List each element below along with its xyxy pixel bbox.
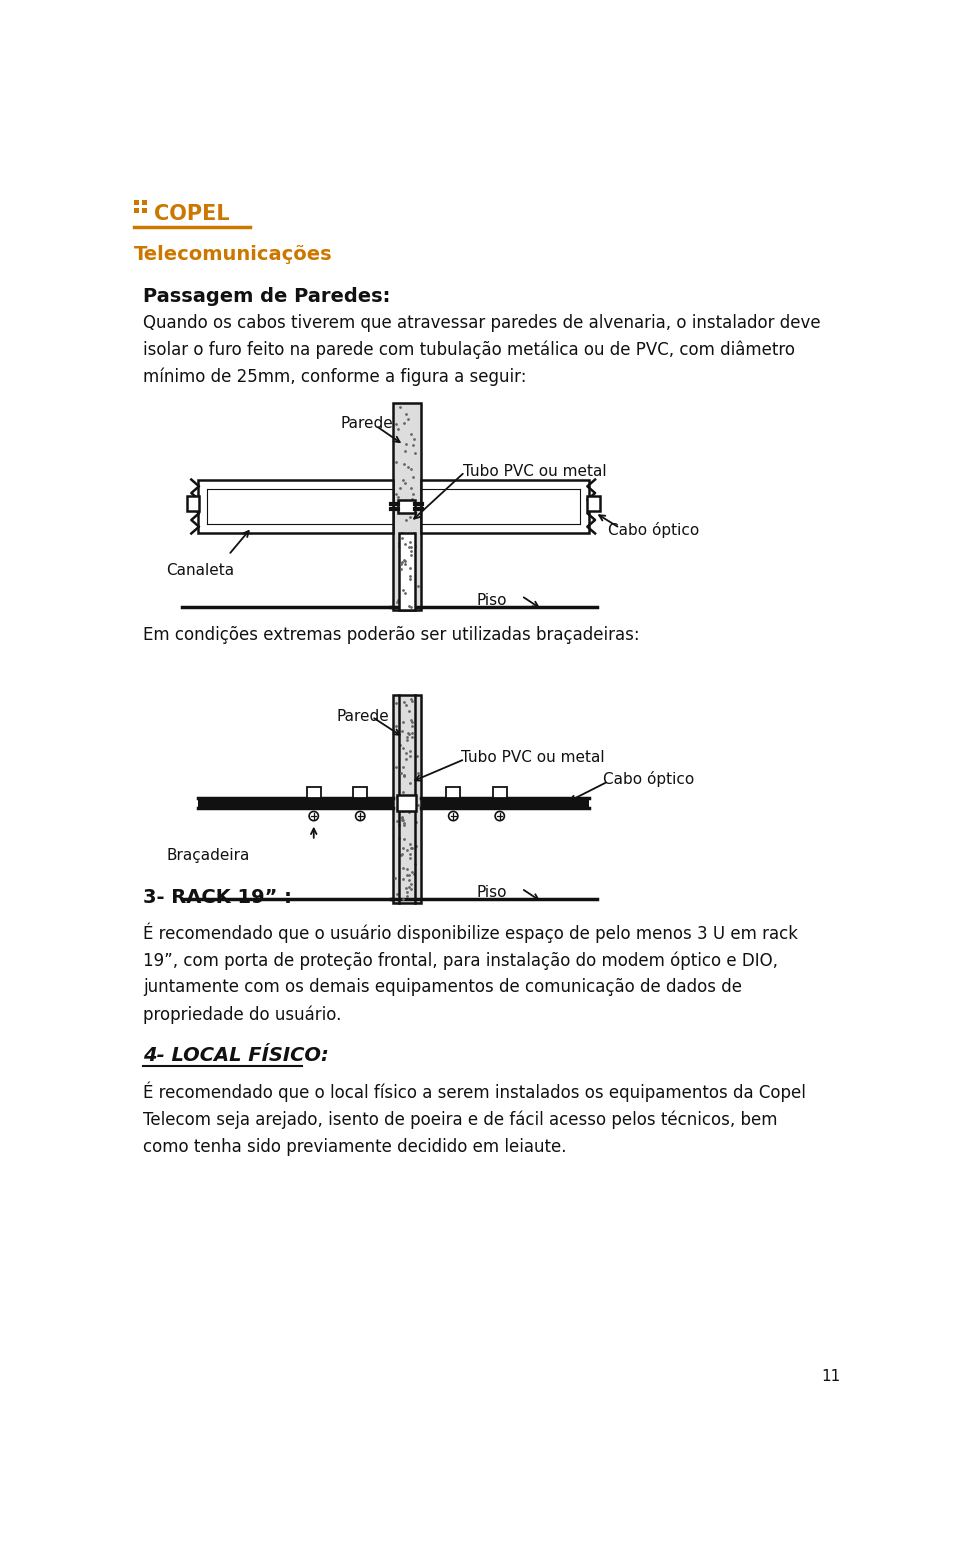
- Text: Piso: Piso: [476, 592, 507, 608]
- Bar: [307, 787, 321, 798]
- Text: 4- LOCAL FÍSICO:: 4- LOCAL FÍSICO:: [143, 1045, 329, 1064]
- Bar: [393, 695, 420, 904]
- Text: Passagem de Paredes:: Passagem de Paredes:: [143, 287, 391, 305]
- Bar: [134, 199, 139, 206]
- Text: É recomendado que o local físico a serem instalados os equipamentos da Copel
Tel: É recomendado que o local físico a serem…: [143, 1081, 806, 1156]
- Text: Cabo óptico: Cabo óptico: [603, 771, 694, 787]
- Bar: [198, 798, 393, 809]
- Bar: [186, 495, 199, 511]
- Text: É recomendado que o usuário disponibilize espaço de pelo menos 3 U em rack
19”, : É recomendado que o usuário disponibiliz…: [143, 922, 799, 1024]
- Text: Telecomunicações: Telecomunicações: [134, 245, 332, 263]
- Bar: [397, 795, 416, 810]
- Bar: [399, 533, 415, 611]
- Text: Parede: Parede: [341, 416, 394, 432]
- Text: Piso: Piso: [476, 885, 507, 901]
- Bar: [446, 787, 460, 798]
- Text: Canaleta: Canaleta: [166, 562, 234, 578]
- Circle shape: [309, 812, 319, 821]
- Bar: [142, 207, 147, 213]
- Bar: [393, 402, 420, 611]
- Text: 11: 11: [822, 1369, 841, 1384]
- Text: Cabo óptico: Cabo óptico: [609, 522, 700, 538]
- Bar: [353, 787, 368, 798]
- Text: Quando os cabos tiverem que atravessar paredes de alvenaria, o instalador deve
i: Quando os cabos tiverem que atravessar p…: [143, 315, 821, 386]
- Text: Tubo PVC ou metal: Tubo PVC ou metal: [463, 464, 606, 480]
- Circle shape: [355, 812, 365, 821]
- Text: COPEL: COPEL: [155, 204, 229, 224]
- Circle shape: [448, 812, 458, 821]
- Text: Em condições extremas poderão ser utilizadas braçadeiras:: Em condições extremas poderão ser utiliz…: [143, 626, 640, 643]
- Bar: [492, 787, 507, 798]
- Text: Parede: Parede: [337, 709, 390, 724]
- Circle shape: [495, 812, 504, 821]
- Bar: [588, 495, 600, 511]
- Bar: [398, 500, 416, 514]
- Text: Tubo PVC ou metal: Tubo PVC ou metal: [461, 749, 605, 765]
- Text: 3- RACK 19” :: 3- RACK 19” :: [143, 888, 292, 907]
- Bar: [142, 199, 147, 206]
- Bar: [134, 207, 139, 213]
- Text: Braçadeira: Braçadeira: [166, 849, 250, 863]
- Bar: [420, 480, 588, 533]
- Bar: [420, 798, 588, 809]
- Bar: [198, 480, 393, 533]
